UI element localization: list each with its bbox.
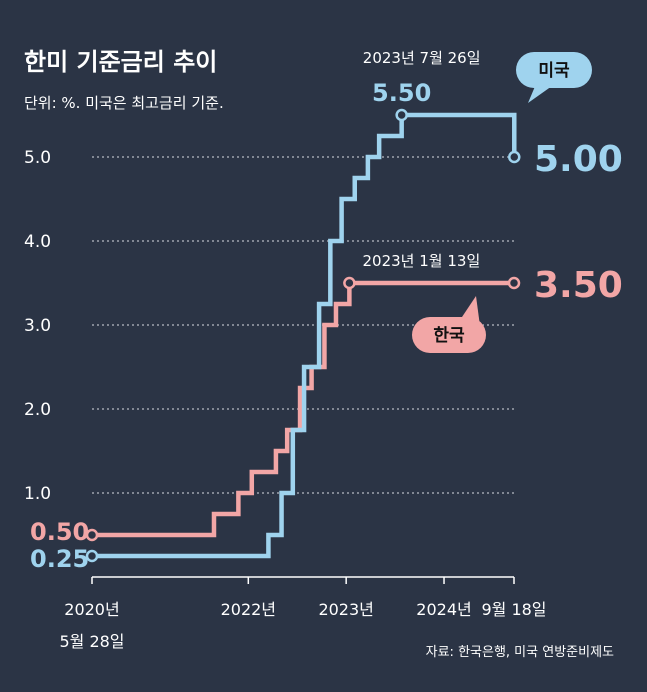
end-point-us bbox=[508, 150, 521, 164]
labels-layer: 0.250.50 5.00 3.50 2023년 7월 26일 5.50 2023년 1월… bbox=[30, 49, 623, 573]
start-label-us: 0.25 bbox=[30, 545, 89, 573]
series-layer bbox=[85, 108, 521, 563]
x-axis: 2020년 5월 28일 2022년 2023년 2024년 9월 18일 bbox=[59, 576, 547, 651]
x-tick-sublabel: 5월 28일 bbox=[59, 632, 124, 651]
y-tick-label: 2.0 bbox=[24, 400, 51, 420]
x-tick-label: 2022년 bbox=[221, 600, 276, 619]
y-axis-ticks: 1.0 2.0 3.0 4.0 5.0 bbox=[24, 148, 51, 504]
y-tick-label: 1.0 bbox=[24, 484, 51, 504]
peak-label-us: 5.50 bbox=[372, 79, 431, 107]
start-label-kr: 0.50 bbox=[30, 518, 89, 546]
y-tick-label: 5.0 bbox=[24, 148, 51, 168]
legend-pointer-us bbox=[528, 84, 552, 103]
x-tick-label: 2023년 bbox=[318, 600, 373, 619]
y-tick-label: 4.0 bbox=[24, 232, 51, 252]
series-line-us bbox=[92, 112, 517, 559]
peak-date-us: 2023년 7월 26일 bbox=[363, 49, 481, 67]
x-tick-label: 2024년 bbox=[416, 600, 471, 619]
legend-pointer-kr bbox=[460, 296, 480, 326]
legend-label-us: 미국 bbox=[538, 61, 570, 81]
peak-date-kr: 2023년 1월 13일 bbox=[363, 252, 481, 270]
chart-subtitle: 단위: %. 미국은 최고금리 기준. bbox=[24, 94, 224, 112]
source-note: 자료: 한국은행, 미국 연방준비제도 bbox=[426, 644, 614, 660]
x-tick-label: 9월 18일 bbox=[481, 600, 546, 619]
y-tick-label: 3.0 bbox=[24, 316, 51, 336]
end-label-us: 5.00 bbox=[534, 139, 623, 180]
start-point-us bbox=[85, 549, 99, 563]
legend-bubble-us bbox=[516, 52, 592, 88]
start-point-kr bbox=[85, 528, 99, 542]
x-tick-label: 2020년 bbox=[64, 600, 119, 619]
chart-title: 한미 기준금리 추이 bbox=[24, 48, 217, 76]
legend-bubble-kr bbox=[412, 317, 486, 353]
end-point-kr bbox=[507, 276, 521, 290]
end-label-kr: 3.50 bbox=[534, 265, 623, 306]
peak-point-kr bbox=[343, 276, 356, 290]
peak-point-us bbox=[395, 108, 408, 122]
legend-label-kr: 한국 bbox=[433, 326, 465, 346]
